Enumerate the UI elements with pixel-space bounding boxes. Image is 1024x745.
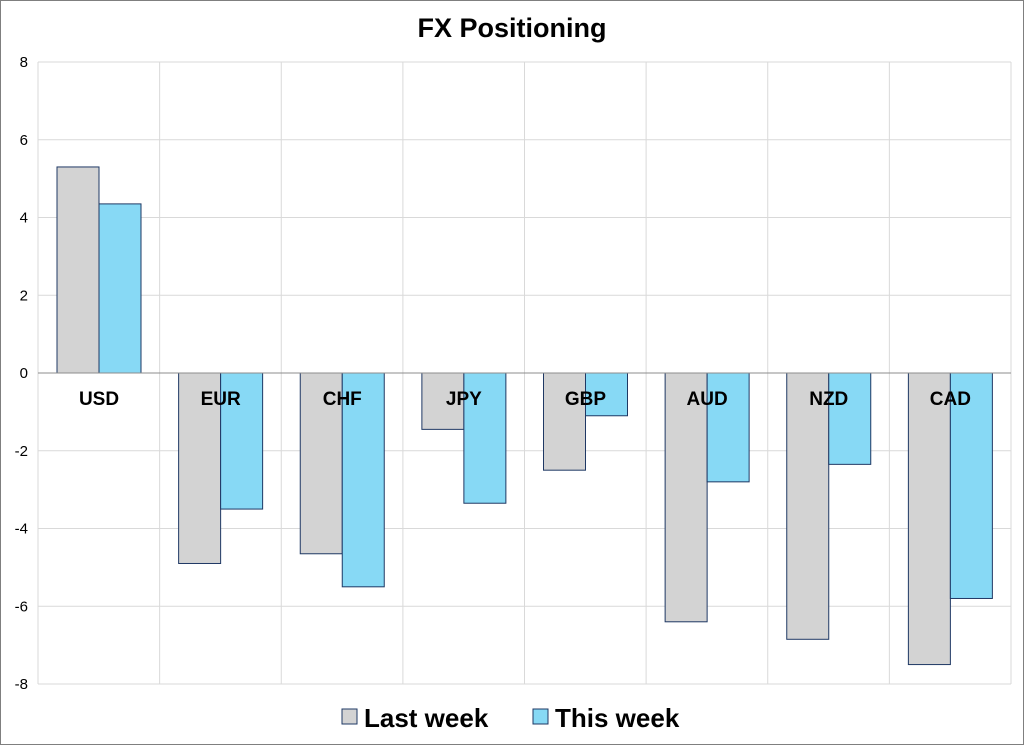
bar-this-week-eur xyxy=(220,372,264,510)
bar-last-week-aud xyxy=(664,372,708,623)
legend-label-last-week: Last week xyxy=(364,703,489,733)
y-tick-label: 8 xyxy=(20,54,28,71)
y-tick-label: -2 xyxy=(15,443,28,460)
category-label-usd: USD xyxy=(79,389,119,410)
category-label-jpy: JPY xyxy=(446,389,482,410)
y-tick-label: 4 xyxy=(20,210,28,227)
bar-last-week-nzd xyxy=(786,372,830,640)
bar-this-week-cad xyxy=(949,372,993,599)
bars xyxy=(56,166,993,666)
legend-label-this-week: This week xyxy=(555,703,680,733)
bar-last-week-usd xyxy=(56,166,100,374)
legend-swatch-this-week xyxy=(532,708,549,725)
category-label-cad: CAD xyxy=(930,389,971,410)
category-label-gbp: GBP xyxy=(565,389,607,410)
y-tick-label: 6 xyxy=(20,132,28,149)
category-label-chf: CHF xyxy=(323,389,362,410)
bar-last-week-cad xyxy=(907,372,951,666)
y-tick-label: 0 xyxy=(20,365,28,382)
legend-swatch-last-week xyxy=(341,708,358,725)
y-tick-label: -6 xyxy=(15,598,28,615)
legend: Last week This week xyxy=(341,703,680,733)
category-label-aud: AUD xyxy=(687,389,728,410)
category-label-nzd: NZD xyxy=(809,389,848,410)
y-tick-label: -4 xyxy=(15,521,28,538)
y-tick-label: 2 xyxy=(20,287,28,304)
bar-this-week-jpy xyxy=(463,372,507,504)
bar-last-week-gbp xyxy=(543,372,586,471)
bar-this-week-aud xyxy=(706,372,750,483)
category-label-eur: EUR xyxy=(201,389,241,410)
bar-this-week-chf xyxy=(341,372,385,588)
y-axis: 8 6 4 2 0 -2 -4 -6 -8 xyxy=(15,54,28,693)
bar-last-week-eur xyxy=(178,372,222,564)
bar-this-week-nzd xyxy=(828,372,872,465)
y-tick-label: -8 xyxy=(15,676,28,693)
category-labels: USD EUR CHF JPY GBP AUD NZD CAD xyxy=(79,389,971,410)
bar-this-week-gbp xyxy=(585,372,628,417)
bar-this-week-usd xyxy=(98,203,142,374)
chart-title: FX Positioning xyxy=(418,13,607,43)
